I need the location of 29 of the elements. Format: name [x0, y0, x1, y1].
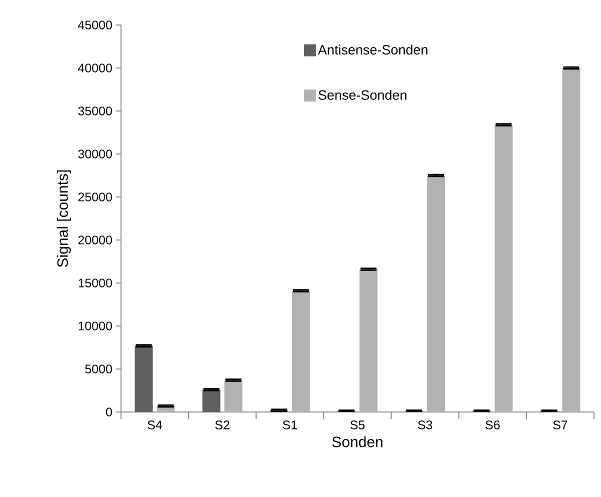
y-tick-label: 45000 — [78, 20, 112, 30]
x-tick-label: S2 — [215, 420, 230, 430]
y-tick-label: 0 — [106, 408, 112, 416]
y-tick-label: 5000 — [85, 364, 112, 374]
y-axis-title: Signal [counts] — [56, 170, 71, 268]
bar — [360, 269, 378, 412]
legend-label: Antisense-Sonden — [318, 44, 428, 55]
bar — [202, 390, 220, 412]
bar — [292, 290, 310, 412]
y-tick-label: 10000 — [78, 322, 112, 330]
x-tick-label: S7 — [553, 420, 568, 430]
bar — [427, 176, 446, 412]
x-tick-label: S5 — [350, 420, 365, 430]
x-axis-title: Sonden — [332, 436, 382, 448]
y-tick-label: 40000 — [78, 64, 112, 72]
y-tick-label: 25000 — [78, 192, 112, 202]
bar — [494, 124, 513, 412]
x-tick-label: S3 — [418, 420, 432, 430]
y-tick-label: 35000 — [78, 106, 112, 116]
y-tick-label: 20000 — [78, 236, 112, 244]
y-tick-label: 30000 — [78, 150, 112, 158]
x-tick-label: S4 — [148, 420, 162, 430]
x-tick-label: S6 — [486, 420, 500, 430]
bar — [562, 68, 580, 412]
legend-label: Sense-Sonden — [318, 90, 406, 100]
x-tick-label: S1 — [282, 420, 297, 430]
bar — [134, 346, 153, 412]
y-tick-label: 15000 — [78, 278, 112, 288]
bar — [224, 380, 242, 412]
